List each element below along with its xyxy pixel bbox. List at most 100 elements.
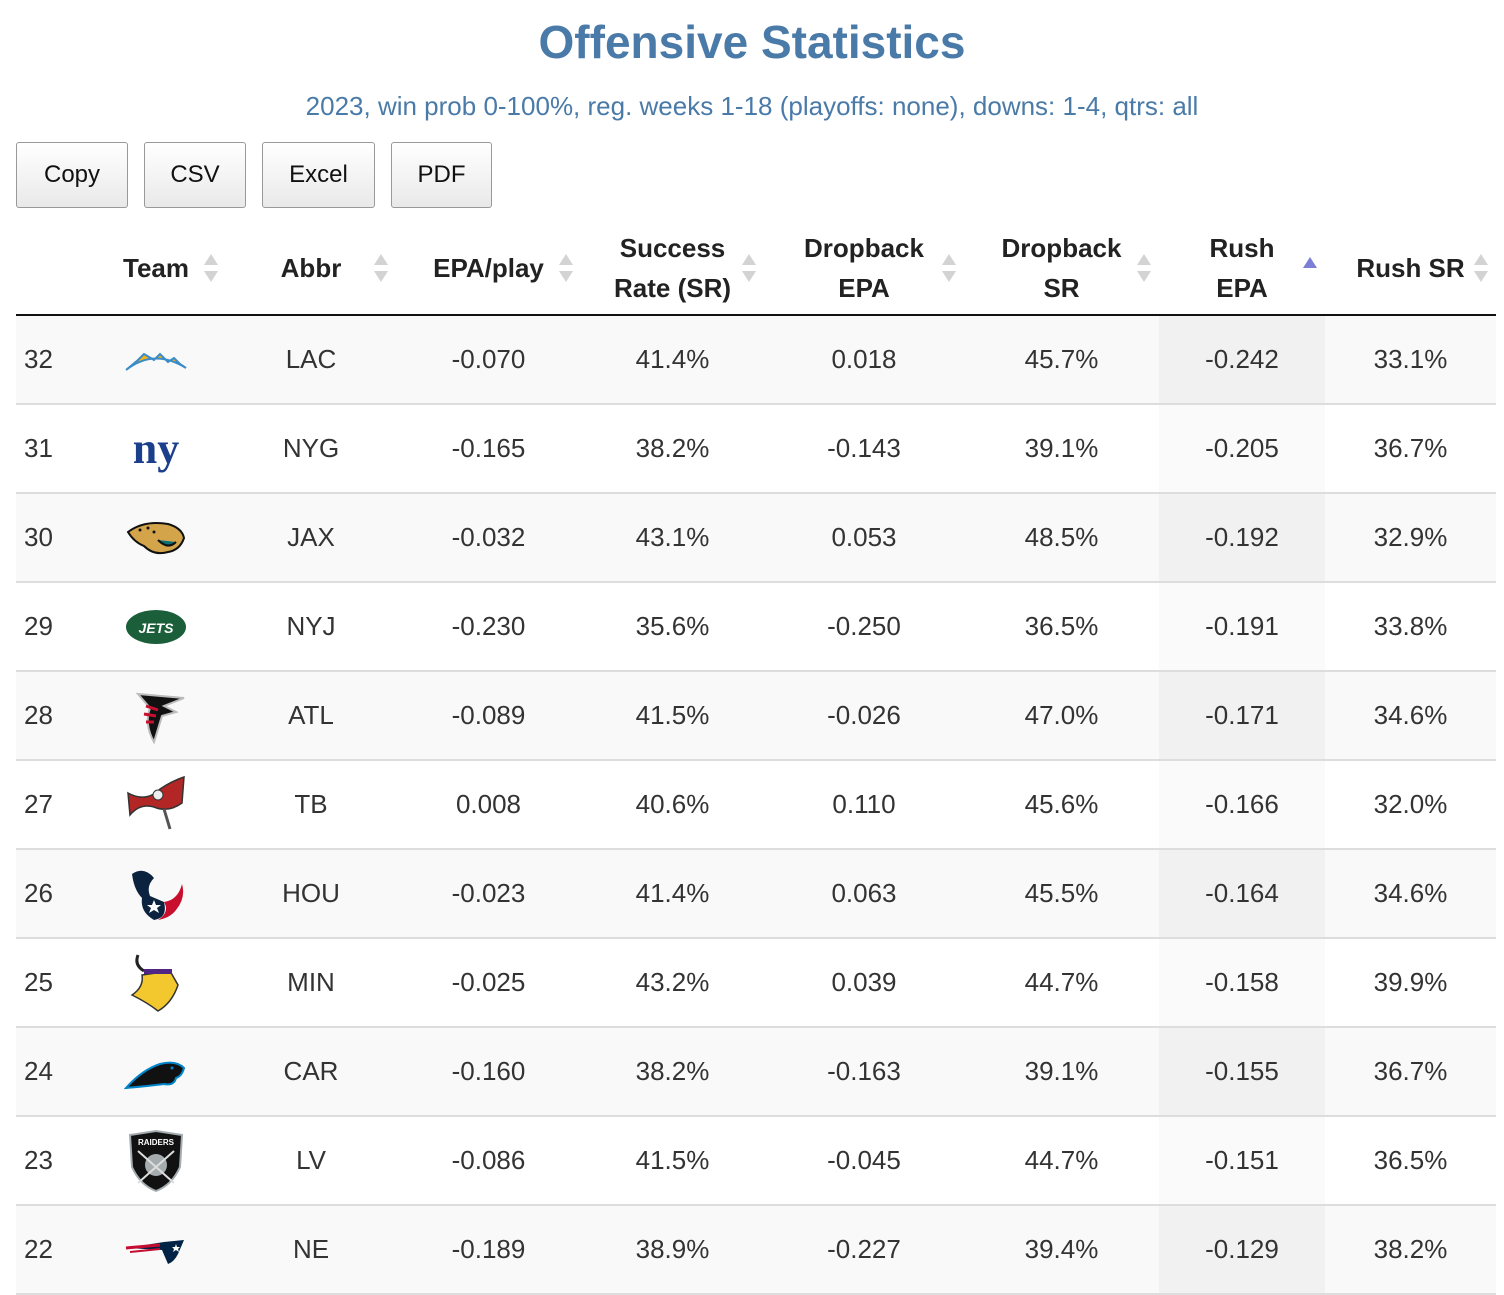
sr-cell: 41.5% (581, 1116, 764, 1206)
team-cell (86, 849, 226, 939)
sort-both-icon[interactable] (559, 253, 573, 283)
column-header-abbr[interactable]: Abbr (226, 222, 396, 316)
column-header-label: Abbr (280, 253, 342, 283)
table-row: 29 JETS NYJ -0.230 35.6% -0.250 36.5% -0.191 33.… (16, 582, 1496, 672)
table-row: 24 CAR -0.160 38.2% -0.163 39.1% -0.155 36.7% (16, 1027, 1496, 1117)
db-epa-cell: -0.026 (764, 671, 964, 761)
table-row: 26 HOU -0.023 41.4% 0.063 45.5% -0.164 34.6% (16, 849, 1496, 939)
sort-both-icon[interactable] (374, 253, 388, 283)
column-header-team[interactable]: Team (86, 222, 226, 316)
rush-epa-cell: -0.158 (1159, 938, 1325, 1028)
rush-sr-cell: 33.1% (1325, 315, 1496, 405)
rush-sr-cell: 34.6% (1325, 671, 1496, 761)
team-cell (86, 1205, 226, 1295)
table-row: 22 NE -0.189 38.9% -0.227 39.4% -0.129 38.2% (16, 1205, 1496, 1295)
rush-sr-cell: 36.5% (1325, 1116, 1496, 1206)
rank-cell: 32 (16, 315, 86, 405)
epa-play-cell: 0.008 (396, 760, 581, 850)
table-row: 32 LAC -0.070 41.4% 0.018 45.7% -0.242 33.1% (16, 315, 1496, 405)
db-epa-cell: -0.045 (764, 1116, 964, 1206)
column-header-label: Dropback EPA (804, 233, 924, 303)
svg-text:JETS: JETS (138, 620, 174, 636)
team-cell (86, 938, 226, 1028)
rush-sr-cell: 36.7% (1325, 404, 1496, 494)
rush-sr-cell: 38.2% (1325, 1205, 1496, 1295)
abbr-cell: NE (226, 1205, 396, 1295)
rank-cell: 29 (16, 582, 86, 672)
db-epa-cell: -0.227 (764, 1205, 964, 1295)
jaguars-logo-icon (124, 506, 188, 570)
epa-play-cell: -0.165 (396, 404, 581, 494)
abbr-cell: ATL (226, 671, 396, 761)
db-epa-cell: 0.039 (764, 938, 964, 1028)
offensive-stats-table: Team Abbr EPA/play Success Rate (SR) Dropbac… (16, 222, 1496, 1295)
team-cell (86, 760, 226, 850)
rank-cell: 27 (16, 760, 86, 850)
panthers-logo-icon (123, 1040, 188, 1104)
jets-logo-icon: JETS (124, 595, 188, 659)
abbr-cell: NYJ (226, 582, 396, 672)
rush-sr-cell: 32.0% (1325, 760, 1496, 850)
rush-epa-cell: -0.171 (1159, 671, 1325, 761)
sort-both-icon[interactable] (742, 253, 756, 283)
sort-both-icon[interactable] (204, 253, 218, 283)
export-toolbar: Copy CSV Excel PDF (16, 142, 492, 208)
column-header-epa-play[interactable]: EPA/play (396, 222, 581, 316)
column-header-db-sr[interactable]: Dropback SR (964, 222, 1159, 316)
db-sr-cell: 36.5% (964, 582, 1159, 672)
rank-cell: 22 (16, 1205, 86, 1295)
sr-cell: 41.4% (581, 315, 764, 405)
page-subtitle: 2023, win prob 0-100%, reg. weeks 1-18 (… (305, 91, 1199, 121)
team-cell (86, 1027, 226, 1117)
sort-both-icon[interactable] (1474, 253, 1488, 283)
rank-cell: 24 (16, 1027, 86, 1117)
column-header-label: EPA/play (433, 253, 544, 283)
column-header-rush-sr[interactable]: Rush SR (1325, 222, 1496, 316)
rush-sr-cell: 34.6% (1325, 849, 1496, 939)
excel-button[interactable]: Excel (262, 142, 375, 208)
buccaneers-logo-icon (124, 773, 188, 837)
falcons-logo-icon (124, 684, 188, 748)
column-header-db-epa[interactable]: Dropback EPA (764, 222, 964, 316)
sort-both-icon[interactable] (942, 253, 956, 283)
column-header-rush-epa[interactable]: Rush EPA (1159, 222, 1325, 316)
db-epa-cell: -0.143 (764, 404, 964, 494)
vikings-logo-icon (124, 951, 188, 1015)
db-sr-cell: 39.1% (964, 404, 1159, 494)
svg-text:ny: ny (133, 424, 179, 473)
db-sr-cell: 47.0% (964, 671, 1159, 761)
rush-epa-cell: -0.155 (1159, 1027, 1325, 1117)
abbr-cell: LV (226, 1116, 396, 1206)
column-header-rank (16, 222, 86, 316)
table-row: 23 RAIDERS LV -0.086 41.5% -0.045 44.7% -0.151 3… (16, 1116, 1496, 1206)
copy-button[interactable]: Copy (16, 142, 128, 208)
column-header-label: Rush EPA (1209, 233, 1275, 303)
giants-logo-icon: ny (124, 417, 188, 481)
sr-cell: 38.9% (581, 1205, 764, 1295)
patriots-logo-icon (124, 1218, 188, 1282)
abbr-cell: MIN (226, 938, 396, 1028)
table-body: 32 LAC -0.070 41.4% 0.018 45.7% -0.242 33.1% 31 n… (16, 315, 1496, 1295)
db-sr-cell: 45.5% (964, 849, 1159, 939)
rush-epa-cell: -0.151 (1159, 1116, 1325, 1206)
csv-button[interactable]: CSV (144, 142, 246, 208)
abbr-cell: NYG (226, 404, 396, 494)
pdf-button[interactable]: PDF (391, 142, 492, 208)
sr-cell: 43.2% (581, 938, 764, 1028)
epa-play-cell: -0.025 (396, 938, 581, 1028)
chargers-logo-icon (124, 328, 188, 392)
team-cell (86, 493, 226, 583)
sort-ascending-icon[interactable] (1303, 256, 1317, 286)
rank-cell: 31 (16, 404, 86, 494)
column-header-sr[interactable]: Success Rate (SR) (581, 222, 764, 316)
db-epa-cell: 0.110 (764, 760, 964, 850)
column-header-label: Rush SR (1356, 253, 1465, 283)
sr-cell: 35.6% (581, 582, 764, 672)
sort-both-icon[interactable] (1137, 253, 1151, 283)
column-header-label: Team (123, 253, 189, 283)
team-cell (86, 671, 226, 761)
db-sr-cell: 39.4% (964, 1205, 1159, 1295)
rank-cell: 28 (16, 671, 86, 761)
sr-cell: 38.2% (581, 404, 764, 494)
epa-play-cell: -0.070 (396, 315, 581, 405)
